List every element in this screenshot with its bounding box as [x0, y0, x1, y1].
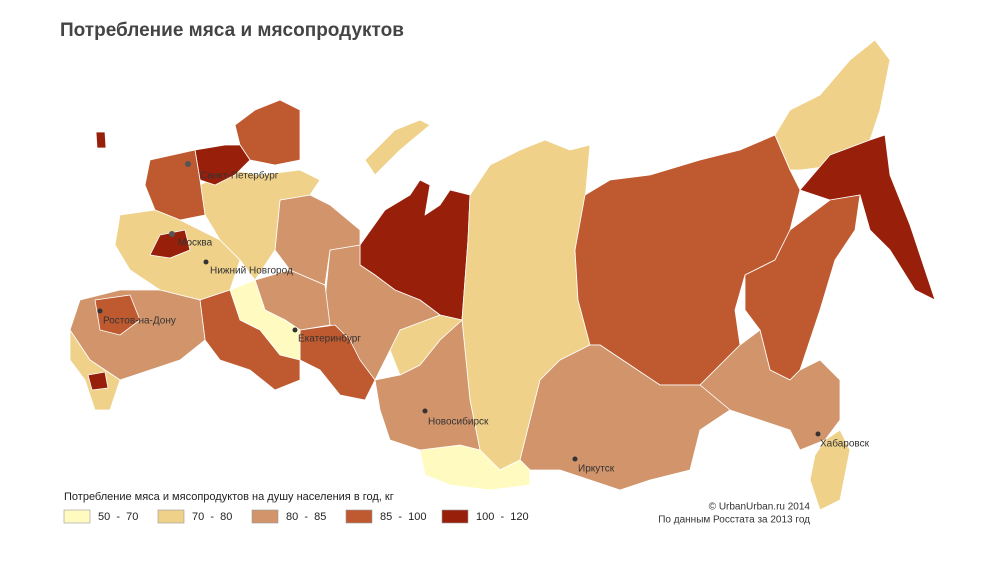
city-label: Ростов-на-Дону — [103, 316, 176, 327]
region — [699, 329, 841, 451]
region — [95, 131, 107, 149]
city-label: Санкт-Петербург — [200, 170, 279, 182]
region — [809, 429, 851, 511]
city-marker — [422, 408, 428, 414]
legend-swatch — [441, 509, 469, 524]
city-marker — [185, 161, 191, 167]
legend-swatch — [63, 509, 91, 524]
city-label: Иркутск — [578, 464, 615, 475]
legend-label: 100 - 120 — [476, 511, 529, 523]
city-marker — [815, 431, 821, 437]
legend-label: 70 - 80 — [192, 511, 232, 523]
city-marker — [97, 308, 103, 314]
city-label: Екатеринбург — [298, 333, 361, 345]
region — [149, 229, 191, 259]
city-label: Хабаровск — [820, 438, 870, 450]
city-label: Нижний Новгород — [210, 266, 293, 277]
city-label: Новосибирск — [428, 416, 489, 428]
legend-swatch — [251, 509, 279, 524]
region — [199, 289, 301, 391]
region — [774, 39, 891, 171]
region — [299, 324, 376, 401]
region — [389, 314, 463, 376]
credit: По данным Росстата за 2013 год — [658, 515, 810, 526]
map-title: Потребление мяса и мясопродуктов — [60, 20, 404, 41]
city-marker — [203, 259, 209, 265]
legend: 50 - 70 70 - 80 80 - 85 85 - 100 100 - 120 — [63, 509, 529, 524]
credit: © UrbanUrban.ru 2014 — [709, 502, 811, 513]
region — [364, 119, 431, 176]
city-marker — [292, 327, 298, 333]
regions — [69, 39, 936, 511]
legend-swatch — [345, 509, 373, 524]
region — [144, 149, 206, 221]
region — [69, 329, 121, 411]
region — [87, 371, 109, 391]
legend-swatch — [157, 509, 185, 524]
region — [274, 194, 361, 286]
region — [94, 294, 141, 336]
legend-label: 85 - 100 — [380, 511, 426, 523]
legend-title: Потребление мяса и мясопродуктов на душу… — [64, 491, 394, 503]
city-marker — [169, 231, 175, 237]
legend-label: 80 - 85 — [286, 511, 326, 523]
city-label: Москва — [178, 238, 213, 249]
cities: Санкт-Петербург Москва Нижний Новгород Р… — [97, 161, 870, 475]
city-marker — [572, 456, 578, 462]
legend-label: 50 - 70 — [98, 511, 138, 523]
region — [194, 144, 251, 186]
